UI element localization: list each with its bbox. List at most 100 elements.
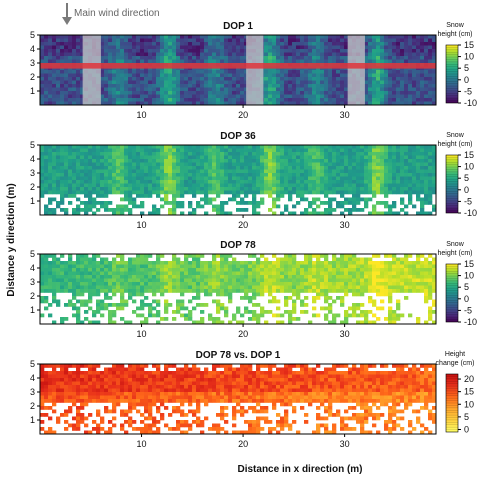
heatmap-cell	[180, 271, 185, 276]
heatmap-cell	[316, 268, 321, 272]
heatmap-cell	[168, 282, 173, 286]
heatmap-cell	[76, 310, 81, 314]
heatmap-cell	[120, 80, 125, 85]
heatmap-cell	[44, 73, 49, 78]
heatmap-cell	[40, 187, 45, 191]
heatmap-cell	[152, 148, 157, 153]
heatmap-cell	[344, 257, 349, 262]
heatmap-cell	[420, 187, 425, 191]
heatmap-cell	[368, 180, 373, 184]
heatmap-cell	[124, 152, 129, 156]
heatmap-cell	[340, 148, 345, 153]
heatmap-cell	[80, 35, 85, 39]
heatmap-cell	[384, 289, 389, 293]
heatmap-cell	[140, 271, 145, 276]
heatmap-cell	[212, 169, 217, 174]
heatmap-cell	[316, 264, 321, 269]
heatmap-cell	[148, 35, 153, 39]
heatmap-cell	[96, 254, 101, 258]
heatmap-cell	[336, 101, 341, 106]
heatmap-cell	[408, 169, 413, 174]
heatmap-cell	[416, 80, 421, 85]
heatmap-cell	[288, 176, 293, 181]
heatmap-cell	[172, 278, 177, 283]
heatmap-cell	[432, 98, 437, 102]
heatmap-cell	[400, 159, 405, 163]
heatmap-cell	[344, 183, 349, 188]
heatmap-cell	[116, 275, 121, 279]
heatmap-cell	[404, 204, 409, 209]
heatmap-cell	[136, 194, 141, 198]
heatmap-cell	[196, 94, 201, 99]
heatmap-cell	[432, 176, 437, 181]
heatmap-cell	[352, 282, 357, 286]
heatmap-cell	[80, 73, 85, 78]
heatmap-cell	[148, 183, 153, 188]
heatmap-cell	[384, 38, 389, 43]
heatmap-cell	[236, 282, 241, 286]
heatmap-cell	[120, 56, 125, 60]
heatmap-cell	[276, 166, 281, 170]
heatmap-cell	[300, 169, 305, 174]
heatmap-cell	[372, 180, 377, 184]
heatmap-cell	[332, 159, 337, 163]
heatmap-cell	[140, 313, 145, 318]
heatmap-cell	[204, 292, 209, 297]
heatmap-cell	[108, 52, 113, 57]
heatmap-cell	[300, 180, 305, 184]
heatmap-cell	[116, 152, 121, 156]
heatmap-cell	[292, 155, 297, 160]
heatmap-cell	[92, 183, 97, 188]
heatmap-cell	[188, 91, 193, 95]
heatmap-cell	[200, 320, 205, 325]
heatmap-cell	[136, 80, 141, 85]
heatmap-cell	[176, 201, 181, 205]
heatmap-cell	[120, 84, 125, 88]
heatmap-cell	[100, 285, 105, 290]
heatmap-cell	[112, 173, 117, 177]
heatmap-cell	[212, 208, 217, 212]
heatmap-cell	[376, 98, 381, 102]
heatmap-cell	[180, 278, 185, 283]
heatmap-cell	[192, 194, 197, 198]
heatmap-cell	[116, 176, 121, 181]
heatmap-cell	[196, 148, 201, 153]
heatmap-cell	[220, 145, 225, 149]
heatmap-cell	[348, 282, 353, 286]
heatmap-cell	[280, 101, 285, 106]
heatmap-cell	[308, 166, 313, 170]
heatmap-cell	[224, 73, 229, 78]
heatmap-cell	[376, 80, 381, 85]
heatmap-cell	[344, 56, 349, 60]
heatmap-cell	[160, 285, 165, 290]
heatmap-cell	[156, 211, 161, 216]
heatmap-cell	[296, 52, 301, 57]
heatmap-cell	[140, 45, 145, 50]
heatmap-cell	[44, 261, 49, 265]
heatmap-cell	[244, 201, 249, 205]
heatmap-cell	[328, 145, 333, 149]
heatmap-cell	[416, 73, 421, 78]
heatmap-cell	[324, 201, 329, 205]
heatmap-cell	[152, 35, 157, 39]
heatmap-cell	[272, 152, 277, 156]
heatmap-cell	[248, 148, 253, 153]
heatmap-cell	[228, 285, 233, 290]
heatmap-cell	[404, 59, 409, 64]
heatmap-cell	[48, 145, 53, 149]
heatmap-cell	[188, 159, 193, 163]
heatmap-cell	[324, 80, 329, 85]
heatmap-cell	[304, 94, 309, 99]
heatmap-cell	[364, 187, 369, 191]
heatmap-cell	[132, 159, 137, 163]
heatmap-cell	[288, 145, 293, 149]
heatmap-cell	[160, 87, 165, 92]
heatmap-cell	[188, 204, 193, 209]
heatmap-cell	[240, 320, 245, 325]
heatmap-cell	[180, 166, 185, 170]
heatmap-cell	[432, 162, 437, 167]
heatmap-cell	[404, 73, 409, 78]
heatmap-cell	[432, 148, 437, 153]
heatmap-cell	[308, 80, 313, 85]
heatmap-cell	[320, 271, 325, 276]
